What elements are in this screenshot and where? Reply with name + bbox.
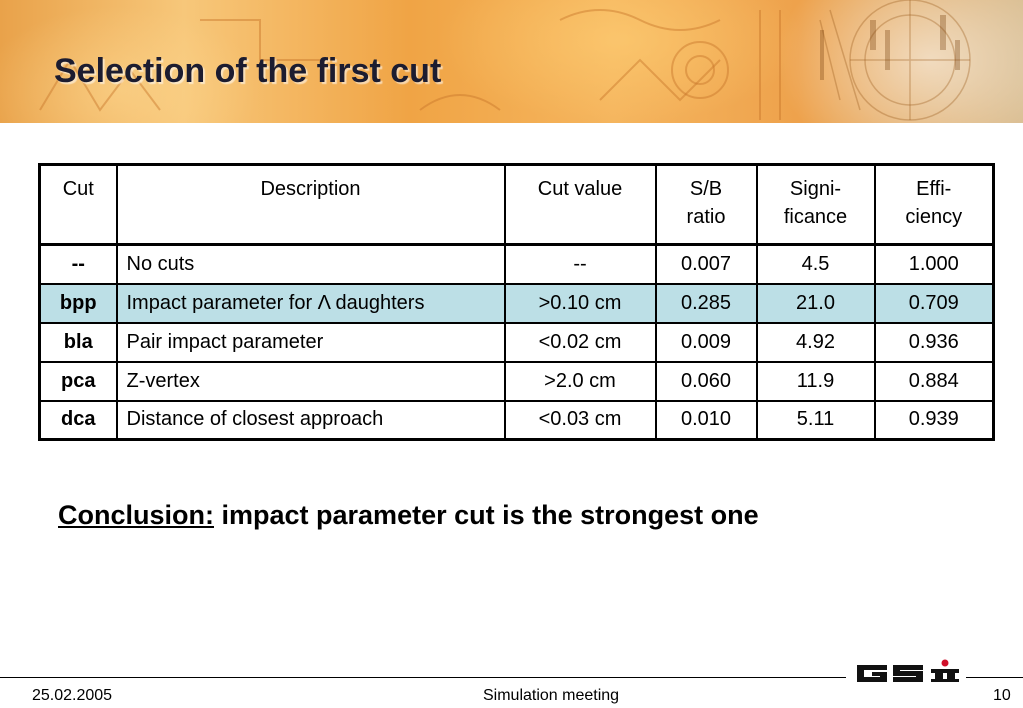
cell-cut: dca xyxy=(38,399,118,441)
table-row: -- No cuts -- 0.007 4.5 1.000 xyxy=(38,243,995,285)
cell-efficiency: 0.884 xyxy=(873,360,995,402)
header-sb-ratio: S/B ratio xyxy=(654,163,758,246)
cell-cut-value: <0.03 cm xyxy=(503,399,657,441)
banner-decoration xyxy=(39,0,971,121)
cell-sb-ratio: 0.009 xyxy=(654,321,758,363)
cell-cut-value: -- xyxy=(503,243,657,285)
cell-cut: bpp xyxy=(38,282,118,324)
header-description: Description xyxy=(115,163,506,246)
footer-rule-left xyxy=(0,677,846,678)
cell-cut: -- xyxy=(38,243,118,285)
cell-cut-value: >0.10 cm xyxy=(503,282,657,324)
cell-description: No cuts xyxy=(115,243,506,285)
table-header-row: Cut Description Cut value S/B ratio Signi… xyxy=(38,163,995,246)
footer-rule-right xyxy=(966,677,1023,678)
table-row: dca Distance of closest approach <0.03 c… xyxy=(38,399,995,441)
cell-cut: bla xyxy=(38,321,118,363)
footer-date: 25.02.2005 xyxy=(32,687,113,704)
cell-cut-value: >2.0 cm xyxy=(503,360,657,402)
cell-description: Pair impact parameter xyxy=(115,321,506,363)
cell-sb-ratio: 0.285 xyxy=(654,282,758,324)
conclusion: Conclusion: impact parameter cut is the … xyxy=(58,500,759,531)
cell-cut: pca xyxy=(38,360,118,402)
cell-description: Distance of closest approach xyxy=(115,399,506,441)
cell-significance: 4.5 xyxy=(755,243,876,285)
header-significance: Signi-ficance xyxy=(755,163,876,246)
footer-event: Simulation meeting xyxy=(483,687,620,704)
cell-sb-ratio: 0.007 xyxy=(654,243,758,285)
slide-title: Selection of the first cut xyxy=(54,52,442,90)
cell-significance: 4.92 xyxy=(755,321,876,363)
page-number: 10 xyxy=(993,687,1011,704)
table-row: bla Pair impact parameter <0.02 cm 0.009… xyxy=(38,321,995,363)
cell-description: Impact parameter for Λ daughters xyxy=(115,282,506,324)
conclusion-label: Conclusion: xyxy=(58,500,214,530)
cell-sb-ratio: 0.060 xyxy=(654,360,758,402)
cell-description: Z-vertex xyxy=(115,360,506,402)
header-efficiency: Effi-ciency xyxy=(873,163,995,246)
cuts-table: Cut Description Cut value S/B ratio Signi… xyxy=(38,163,995,441)
cell-efficiency: 0.936 xyxy=(873,321,995,363)
cell-efficiency: 1.000 xyxy=(873,243,995,285)
cell-cut-value: <0.02 cm xyxy=(503,321,657,363)
cell-efficiency: 0.709 xyxy=(873,282,995,324)
table-row-highlighted: bpp Impact parameter for Λ daughters >0.… xyxy=(38,282,995,324)
conclusion-text: impact parameter cut is the strongest on… xyxy=(214,500,759,530)
header-cut: Cut xyxy=(38,163,118,246)
cell-efficiency: 0.939 xyxy=(873,399,995,441)
cell-sb-ratio: 0.010 xyxy=(654,399,758,441)
cell-significance: 5.11 xyxy=(755,399,876,441)
header-banner: Selection of the first cut xyxy=(0,0,1023,123)
table-row: pca Z-vertex >2.0 cm 0.060 11.9 0.884 xyxy=(38,360,995,402)
cell-significance: 21.0 xyxy=(755,282,876,324)
header-cut-value: Cut value xyxy=(503,163,657,246)
gsi-logo xyxy=(857,659,959,682)
cell-significance: 11.9 xyxy=(755,360,876,402)
